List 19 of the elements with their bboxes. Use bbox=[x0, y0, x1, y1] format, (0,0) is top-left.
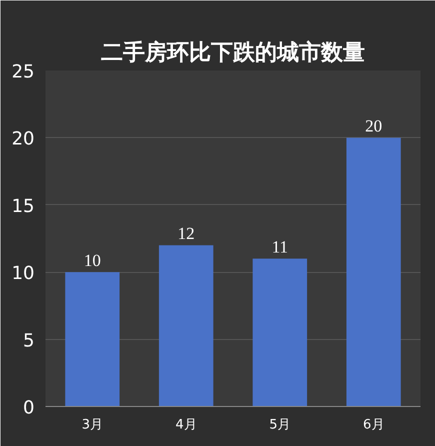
x-tick-label: 3月 bbox=[82, 418, 104, 432]
y-tick-label: 15 bbox=[12, 196, 34, 217]
y-tick-label: 25 bbox=[12, 62, 34, 82]
x-tick-label: 5月 bbox=[269, 418, 291, 432]
data-label: 10 bbox=[84, 251, 101, 270]
data-label: 11 bbox=[272, 238, 288, 257]
bar bbox=[158, 245, 214, 406]
x-tick-label: 4月 bbox=[175, 418, 197, 432]
bar bbox=[252, 258, 308, 406]
chart-title: 二手房环比下跌的城市数量 bbox=[101, 40, 365, 66]
y-tick-label: 5 bbox=[23, 330, 34, 352]
y-tick-label: 20 bbox=[12, 128, 34, 150]
y-tick-label: 0 bbox=[23, 398, 34, 418]
x-tick-label: 6月 bbox=[362, 418, 384, 432]
data-label: 20 bbox=[365, 116, 382, 136]
bar bbox=[346, 138, 401, 406]
data-label: 12 bbox=[178, 224, 195, 244]
bar bbox=[65, 272, 120, 406]
y-tick-label: 10 bbox=[12, 263, 34, 284]
